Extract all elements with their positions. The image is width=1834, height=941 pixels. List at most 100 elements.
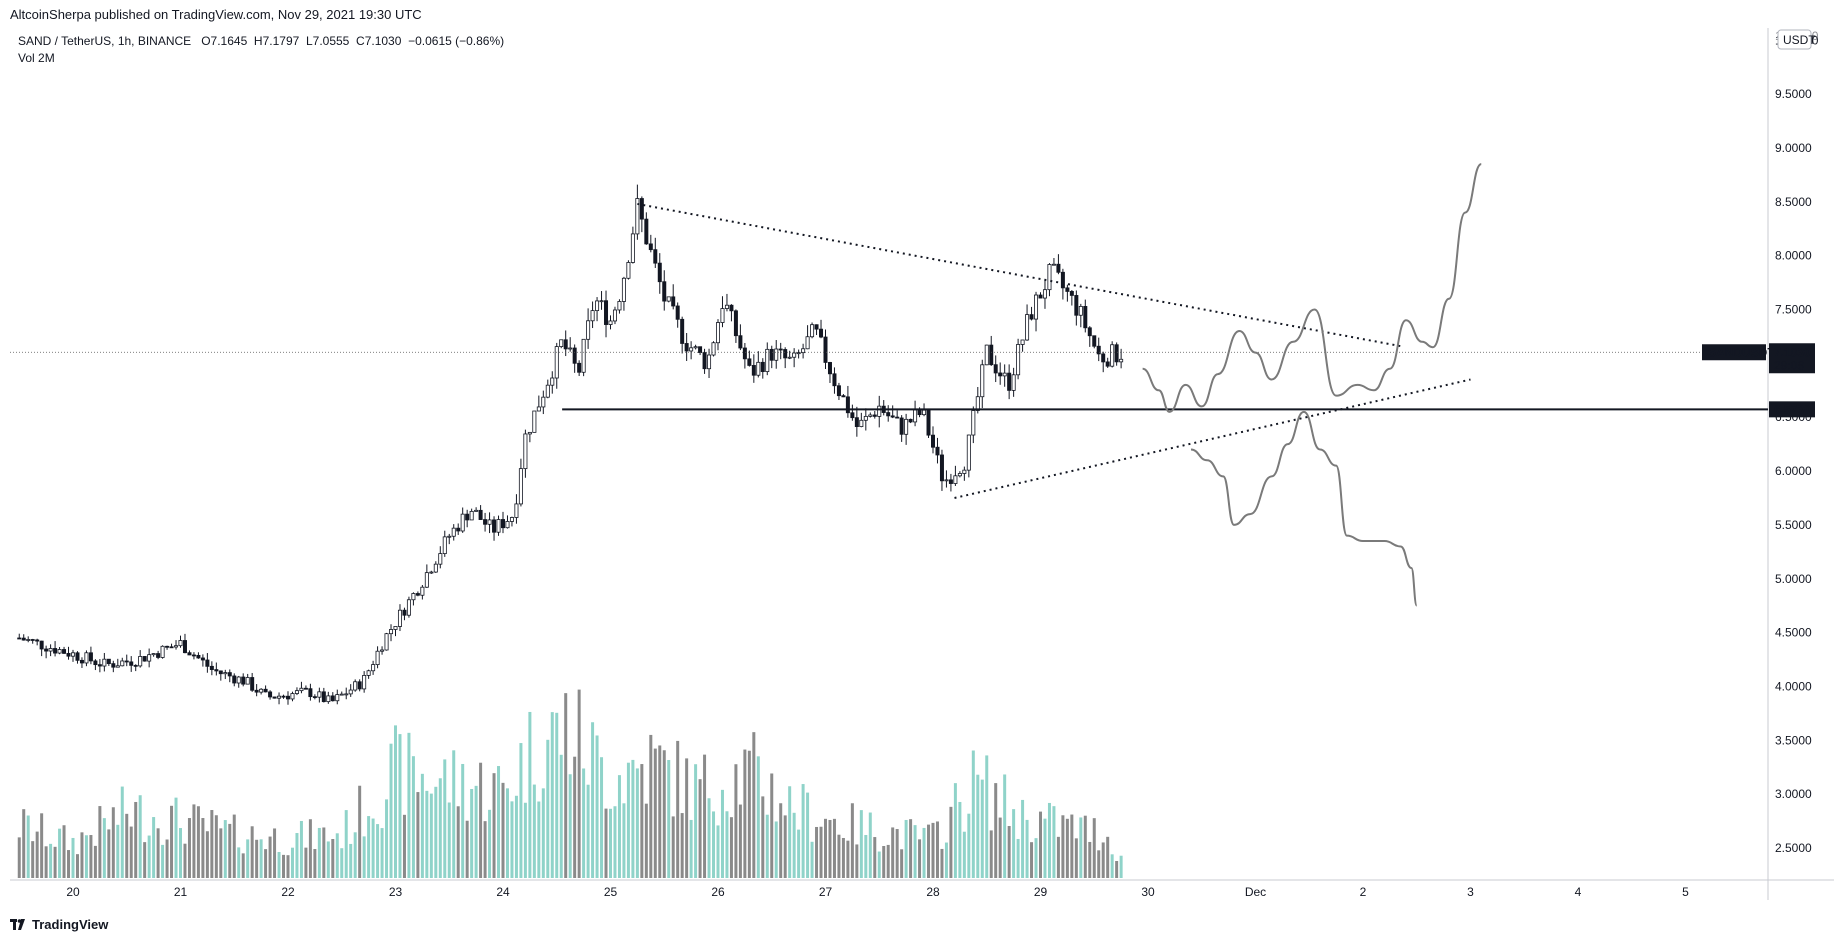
volume-bar bbox=[1115, 861, 1119, 878]
symbol-label-box bbox=[1702, 344, 1766, 361]
volume-bar bbox=[738, 804, 742, 878]
change-value: −0.0615 (−0.86%) bbox=[408, 34, 505, 48]
candle-body bbox=[1065, 287, 1070, 292]
candle-body bbox=[17, 637, 22, 640]
volume-bar bbox=[729, 817, 733, 878]
upper-trendline[interactable] bbox=[637, 202, 1401, 348]
candle-body bbox=[451, 527, 456, 537]
candle-body bbox=[44, 648, 49, 652]
volume-bar bbox=[125, 813, 129, 878]
volume-bar bbox=[80, 832, 84, 878]
volume-bar bbox=[931, 822, 935, 878]
volume-bar bbox=[1092, 818, 1096, 878]
candle-body bbox=[281, 695, 286, 698]
volume-bar bbox=[761, 796, 765, 878]
volume-bar bbox=[268, 836, 272, 878]
volume-bar bbox=[752, 732, 756, 878]
volume-bar bbox=[483, 821, 487, 878]
high-label: H bbox=[253, 34, 263, 48]
volume-bar bbox=[187, 818, 191, 878]
volume-bar bbox=[895, 829, 899, 878]
volume-bar bbox=[134, 801, 138, 878]
volume-bar bbox=[850, 803, 854, 878]
candle-body bbox=[698, 346, 703, 353]
volume-bar bbox=[873, 837, 877, 878]
candle-body bbox=[984, 344, 989, 366]
candle-body bbox=[62, 649, 67, 654]
tradingview-logo[interactable]: TradingView bbox=[10, 917, 108, 932]
candle-body bbox=[39, 640, 44, 650]
volume-bar bbox=[595, 735, 599, 878]
volume-bar bbox=[434, 786, 438, 878]
candle-body bbox=[205, 659, 210, 667]
candle-body bbox=[554, 346, 559, 379]
candle-body bbox=[819, 328, 824, 338]
candle-body bbox=[747, 358, 752, 366]
volume-bar bbox=[308, 819, 312, 878]
volume-bar bbox=[340, 848, 344, 878]
volume-legend[interactable]: Vol 2M bbox=[18, 51, 55, 65]
y-tick-label: 5.5000 bbox=[1775, 518, 1812, 532]
candle-body bbox=[527, 431, 532, 435]
volume-bar bbox=[407, 732, 411, 878]
candle-body bbox=[505, 521, 510, 529]
volume-bar bbox=[161, 844, 165, 878]
volume-bar bbox=[40, 813, 44, 878]
candle-body bbox=[106, 658, 111, 665]
candle-body bbox=[1101, 353, 1106, 363]
volume-bar bbox=[398, 734, 402, 878]
candle-body bbox=[810, 324, 815, 338]
volume-bar bbox=[523, 802, 527, 878]
candle-body bbox=[608, 320, 613, 325]
volume-bar bbox=[147, 835, 151, 878]
candle-body bbox=[456, 527, 461, 532]
tradingview-icon bbox=[10, 918, 25, 930]
projection-bullish[interactable] bbox=[1142, 163, 1482, 413]
volume-bar bbox=[591, 722, 595, 878]
candle-body bbox=[612, 309, 617, 322]
volume-bar bbox=[143, 842, 147, 878]
volume-bar bbox=[313, 849, 317, 878]
volume-bar bbox=[299, 820, 303, 878]
candle-body bbox=[832, 373, 837, 387]
volume-bar bbox=[129, 826, 133, 878]
candle-body bbox=[841, 395, 846, 398]
volume-bar bbox=[461, 763, 465, 878]
candle-body bbox=[156, 653, 161, 658]
volume-bar bbox=[138, 795, 142, 878]
volume-bar bbox=[564, 693, 568, 878]
candle-body bbox=[312, 696, 317, 699]
candle-body bbox=[1087, 327, 1092, 337]
candle-body bbox=[895, 416, 900, 419]
volume-bar bbox=[367, 816, 371, 878]
lower-trendline[interactable] bbox=[954, 378, 1471, 499]
volume-bar bbox=[792, 812, 796, 878]
y-tick-label: 8.0000 bbox=[1775, 249, 1812, 263]
candle-body bbox=[371, 664, 376, 672]
candle-body bbox=[568, 347, 573, 350]
volume-bar bbox=[1012, 809, 1016, 878]
projection-bearish[interactable] bbox=[1190, 410, 1418, 607]
volume-bar bbox=[519, 743, 523, 878]
candle-body bbox=[1051, 263, 1056, 266]
candle-body bbox=[147, 654, 152, 662]
candle-body bbox=[442, 536, 447, 555]
candle-body bbox=[617, 301, 622, 311]
volume-bar bbox=[859, 810, 863, 878]
unit-badge[interactable] bbox=[1777, 29, 1812, 50]
candle-body bbox=[621, 277, 626, 302]
candle-body bbox=[124, 660, 129, 663]
candle-body bbox=[321, 691, 326, 703]
candle-body bbox=[980, 364, 985, 398]
symbol-legend[interactable]: SAND / TetherUS, 1h, BINANCE O7.1645 H7.… bbox=[18, 34, 504, 48]
candle-body bbox=[1029, 314, 1034, 320]
volume-bar bbox=[600, 757, 604, 878]
candle-body bbox=[1056, 263, 1061, 273]
candle-body bbox=[626, 262, 631, 279]
volume-bar bbox=[1043, 818, 1047, 878]
volume-bar bbox=[779, 803, 783, 878]
candle-body bbox=[1038, 294, 1043, 299]
candle-body bbox=[648, 243, 653, 251]
volume-bar bbox=[165, 839, 169, 878]
